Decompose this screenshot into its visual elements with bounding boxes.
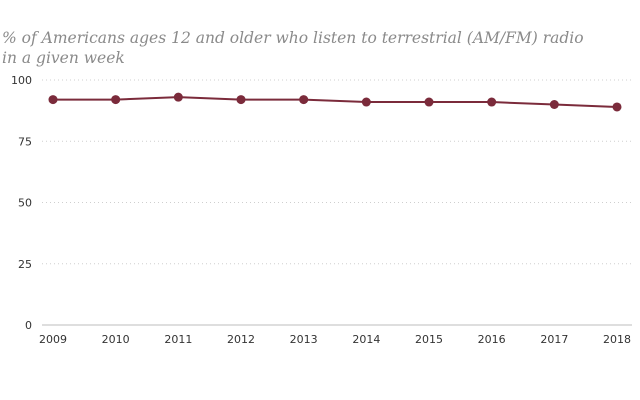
x-tick-label: 2014 [352, 333, 380, 346]
data-point [48, 95, 58, 105]
x-tick-label: 2011 [164, 333, 192, 346]
x-axis: 2009 2010 2011 2012 2013 2014 2015 2016 2017 2018 [39, 333, 631, 346]
data-point [173, 92, 183, 102]
data-point [612, 102, 622, 112]
y-tick-label: 25 [18, 258, 32, 271]
data-point [361, 97, 371, 107]
y-tick-label: 50 [18, 197, 32, 210]
data-point [424, 97, 434, 107]
data-point [299, 95, 309, 105]
x-tick-label: 2009 [39, 333, 67, 346]
series-line [53, 96, 618, 108]
data-point [487, 97, 497, 107]
x-tick-label: 2012 [227, 333, 255, 346]
x-tick-label: 2013 [290, 333, 318, 346]
y-tick-label: 100 [11, 74, 32, 87]
x-tick-label: 2018 [603, 333, 631, 346]
data-point [111, 95, 121, 105]
x-tick-label: 2017 [540, 333, 568, 346]
x-tick-label: 2016 [478, 333, 506, 346]
chart-grid [42, 79, 632, 326]
chart-subtitle: % of Americans ages 12 and older who lis… [2, 29, 584, 67]
series-layer [48, 92, 622, 112]
y-axis: 0 25 50 75 100 [11, 74, 32, 332]
y-tick-label: 75 [18, 135, 32, 148]
data-point [236, 95, 246, 105]
y-tick-label: 0 [25, 319, 32, 332]
data-point [549, 100, 559, 109]
x-tick-label: 2015 [415, 333, 443, 346]
x-tick-label: 2010 [102, 333, 130, 346]
